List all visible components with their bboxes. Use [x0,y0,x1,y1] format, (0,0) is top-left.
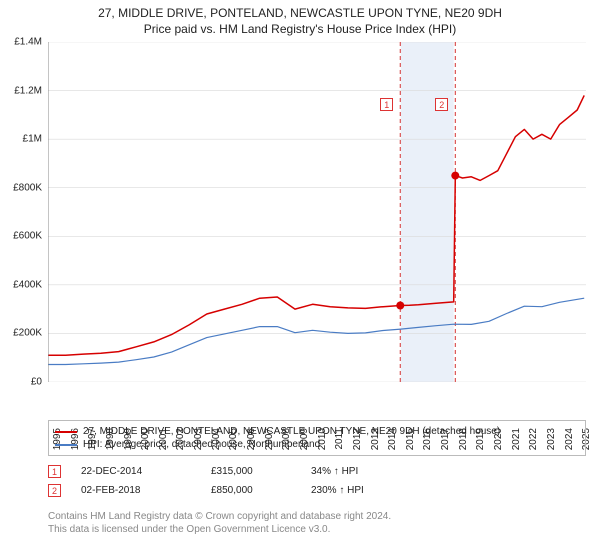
sales-row-pct: 34% ↑ HPI [311,466,411,477]
y-tick-label: £200K [13,328,42,339]
legend-swatch-hpi [55,444,77,446]
sale-marker-2: 2 [435,98,448,111]
line-chart [48,42,586,382]
legend-label-property: 27, MIDDLE DRIVE, PONTELAND, NEWCASTLE U… [83,426,500,437]
sales-row-price: £315,000 [211,466,291,477]
sales-row-date: 02-FEB-2018 [81,485,191,496]
sales-row-price: £850,000 [211,485,291,496]
sales-row-marker: 2 [48,484,61,497]
sales-row: 2 02-FEB-2018 £850,000 230% ↑ HPI [48,481,411,500]
legend-item-hpi: HPI: Average price, detached house, Nort… [55,438,579,451]
sales-row-pct: 230% ↑ HPI [311,485,411,496]
sales-row-date: 22-DEC-2014 [81,466,191,477]
footer-line-2: This data is licensed under the Open Gov… [48,523,391,536]
y-tick-label: £1.4M [14,37,42,48]
y-tick-label: £400K [13,279,42,290]
footer-line-1: Contains HM Land Registry data © Crown c… [48,510,391,523]
sales-row-marker: 1 [48,465,61,478]
legend-label-hpi: HPI: Average price, detached house, Nort… [83,439,320,450]
sales-table: 1 22-DEC-2014 £315,000 34% ↑ HPI 2 02-FEB-201… [48,462,411,500]
chart-subtitle: Price paid vs. HM Land Registry's House … [0,22,600,40]
footer: Contains HM Land Registry data © Crown c… [48,510,391,536]
y-tick-label: £800K [13,182,42,193]
y-tick-label: £600K [13,231,42,242]
sale-marker-1: 1 [380,98,393,111]
y-tick-label: £0 [31,377,42,388]
legend: 27, MIDDLE DRIVE, PONTELAND, NEWCASTLE U… [48,420,586,456]
sales-row: 1 22-DEC-2014 £315,000 34% ↑ HPI [48,462,411,481]
y-tick-label: £1.2M [14,85,42,96]
legend-item-property: 27, MIDDLE DRIVE, PONTELAND, NEWCASTLE U… [55,425,579,438]
legend-swatch-property [55,431,77,433]
y-tick-label: £1M [23,134,42,145]
chart-area: £0£200K£400K£600K£800K£1M£1.2M£1.4M19951… [48,42,586,382]
chart-title: 27, MIDDLE DRIVE, PONTELAND, NEWCASTLE U… [0,0,600,22]
